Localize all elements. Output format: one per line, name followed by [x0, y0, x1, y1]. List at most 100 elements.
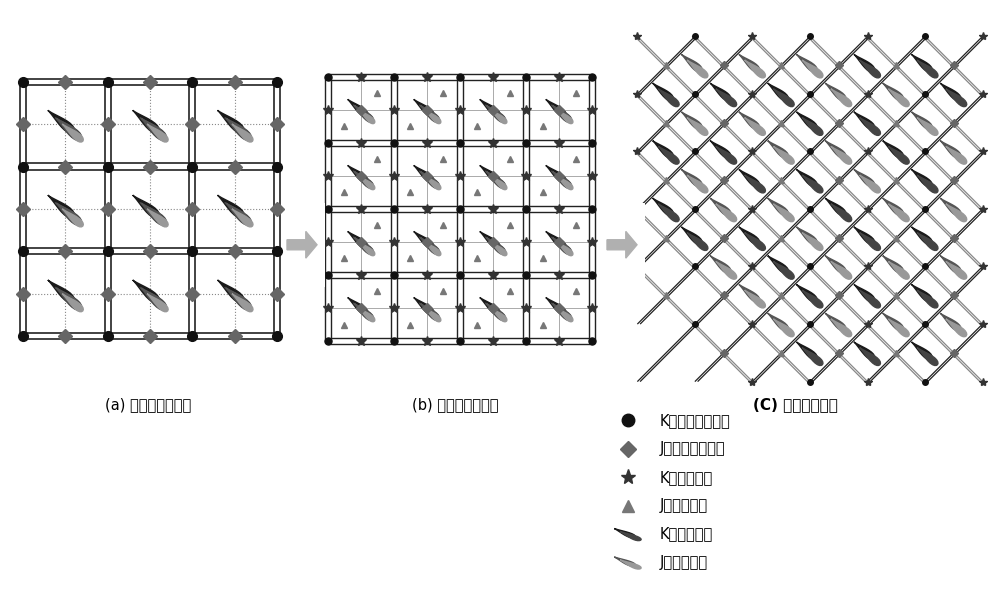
Polygon shape: [218, 195, 244, 218]
Polygon shape: [825, 83, 846, 101]
Text: J层系加密井: J层系加密井: [660, 498, 708, 513]
Polygon shape: [226, 118, 247, 136]
Polygon shape: [57, 118, 78, 136]
Polygon shape: [557, 176, 573, 190]
Polygon shape: [348, 165, 368, 183]
Text: (C) 五点加密井网: (C) 五点加密井网: [753, 397, 837, 412]
Polygon shape: [888, 319, 909, 337]
Polygon shape: [802, 175, 823, 193]
Text: (b) 反九点加密井网: (b) 反九点加密井网: [412, 397, 498, 412]
Polygon shape: [614, 528, 635, 538]
Polygon shape: [62, 294, 83, 312]
Polygon shape: [681, 54, 702, 72]
Text: J层系注水井: J层系注水井: [660, 555, 708, 570]
Polygon shape: [860, 118, 880, 136]
Polygon shape: [739, 112, 760, 130]
Polygon shape: [553, 304, 569, 318]
Polygon shape: [745, 118, 765, 136]
Polygon shape: [147, 294, 168, 312]
Polygon shape: [48, 195, 74, 218]
Polygon shape: [485, 105, 506, 122]
Polygon shape: [710, 198, 731, 216]
Polygon shape: [917, 175, 938, 193]
Polygon shape: [414, 297, 434, 315]
Polygon shape: [802, 233, 823, 250]
Polygon shape: [485, 237, 506, 254]
Polygon shape: [796, 112, 817, 130]
Polygon shape: [133, 280, 159, 303]
Polygon shape: [232, 124, 253, 142]
Polygon shape: [480, 99, 500, 117]
Polygon shape: [553, 238, 569, 251]
Polygon shape: [888, 89, 909, 107]
Polygon shape: [141, 118, 162, 136]
Polygon shape: [487, 171, 503, 185]
Polygon shape: [802, 60, 823, 78]
Polygon shape: [745, 175, 765, 193]
Polygon shape: [911, 54, 932, 72]
Polygon shape: [716, 146, 737, 164]
Polygon shape: [687, 118, 708, 136]
Polygon shape: [140, 118, 167, 140]
Polygon shape: [710, 83, 731, 101]
Polygon shape: [421, 238, 437, 251]
Polygon shape: [883, 141, 904, 158]
Polygon shape: [911, 284, 932, 302]
Polygon shape: [353, 303, 374, 321]
Polygon shape: [768, 83, 789, 101]
Polygon shape: [62, 124, 83, 142]
Polygon shape: [353, 171, 374, 188]
Polygon shape: [55, 287, 82, 310]
Polygon shape: [551, 237, 572, 254]
Text: J层系基础井网井: J层系基础井网井: [660, 441, 726, 456]
Polygon shape: [232, 294, 253, 312]
Polygon shape: [687, 233, 708, 250]
Polygon shape: [348, 297, 368, 315]
Polygon shape: [773, 319, 794, 337]
Polygon shape: [710, 256, 731, 273]
Polygon shape: [917, 118, 938, 136]
Polygon shape: [226, 288, 247, 306]
Polygon shape: [147, 209, 168, 227]
Polygon shape: [745, 233, 765, 250]
Text: K层系注水井: K层系注水井: [660, 527, 713, 541]
Polygon shape: [796, 170, 817, 187]
Polygon shape: [480, 297, 500, 315]
Polygon shape: [946, 89, 967, 107]
Polygon shape: [796, 342, 817, 360]
Polygon shape: [825, 141, 846, 158]
Polygon shape: [147, 124, 168, 142]
Polygon shape: [658, 146, 679, 164]
Polygon shape: [940, 313, 961, 331]
Polygon shape: [55, 202, 82, 225]
Polygon shape: [225, 287, 251, 310]
Polygon shape: [825, 313, 846, 331]
Polygon shape: [745, 60, 765, 78]
Polygon shape: [854, 227, 875, 245]
Polygon shape: [768, 256, 789, 273]
Polygon shape: [739, 54, 760, 72]
Polygon shape: [140, 287, 167, 310]
Polygon shape: [557, 308, 573, 322]
Polygon shape: [940, 141, 961, 158]
Polygon shape: [773, 204, 794, 221]
Polygon shape: [546, 297, 566, 315]
Polygon shape: [739, 227, 760, 245]
Polygon shape: [487, 106, 503, 119]
Polygon shape: [946, 319, 967, 337]
Polygon shape: [911, 112, 932, 130]
Polygon shape: [681, 170, 702, 187]
Polygon shape: [419, 105, 440, 122]
Polygon shape: [917, 60, 938, 78]
Polygon shape: [62, 209, 83, 227]
Polygon shape: [141, 288, 162, 306]
Polygon shape: [831, 146, 852, 164]
Polygon shape: [653, 198, 673, 216]
Polygon shape: [773, 146, 794, 164]
Polygon shape: [796, 227, 817, 245]
Polygon shape: [355, 171, 370, 185]
Polygon shape: [946, 261, 967, 279]
Polygon shape: [917, 290, 938, 308]
Polygon shape: [831, 319, 852, 337]
Polygon shape: [796, 284, 817, 302]
